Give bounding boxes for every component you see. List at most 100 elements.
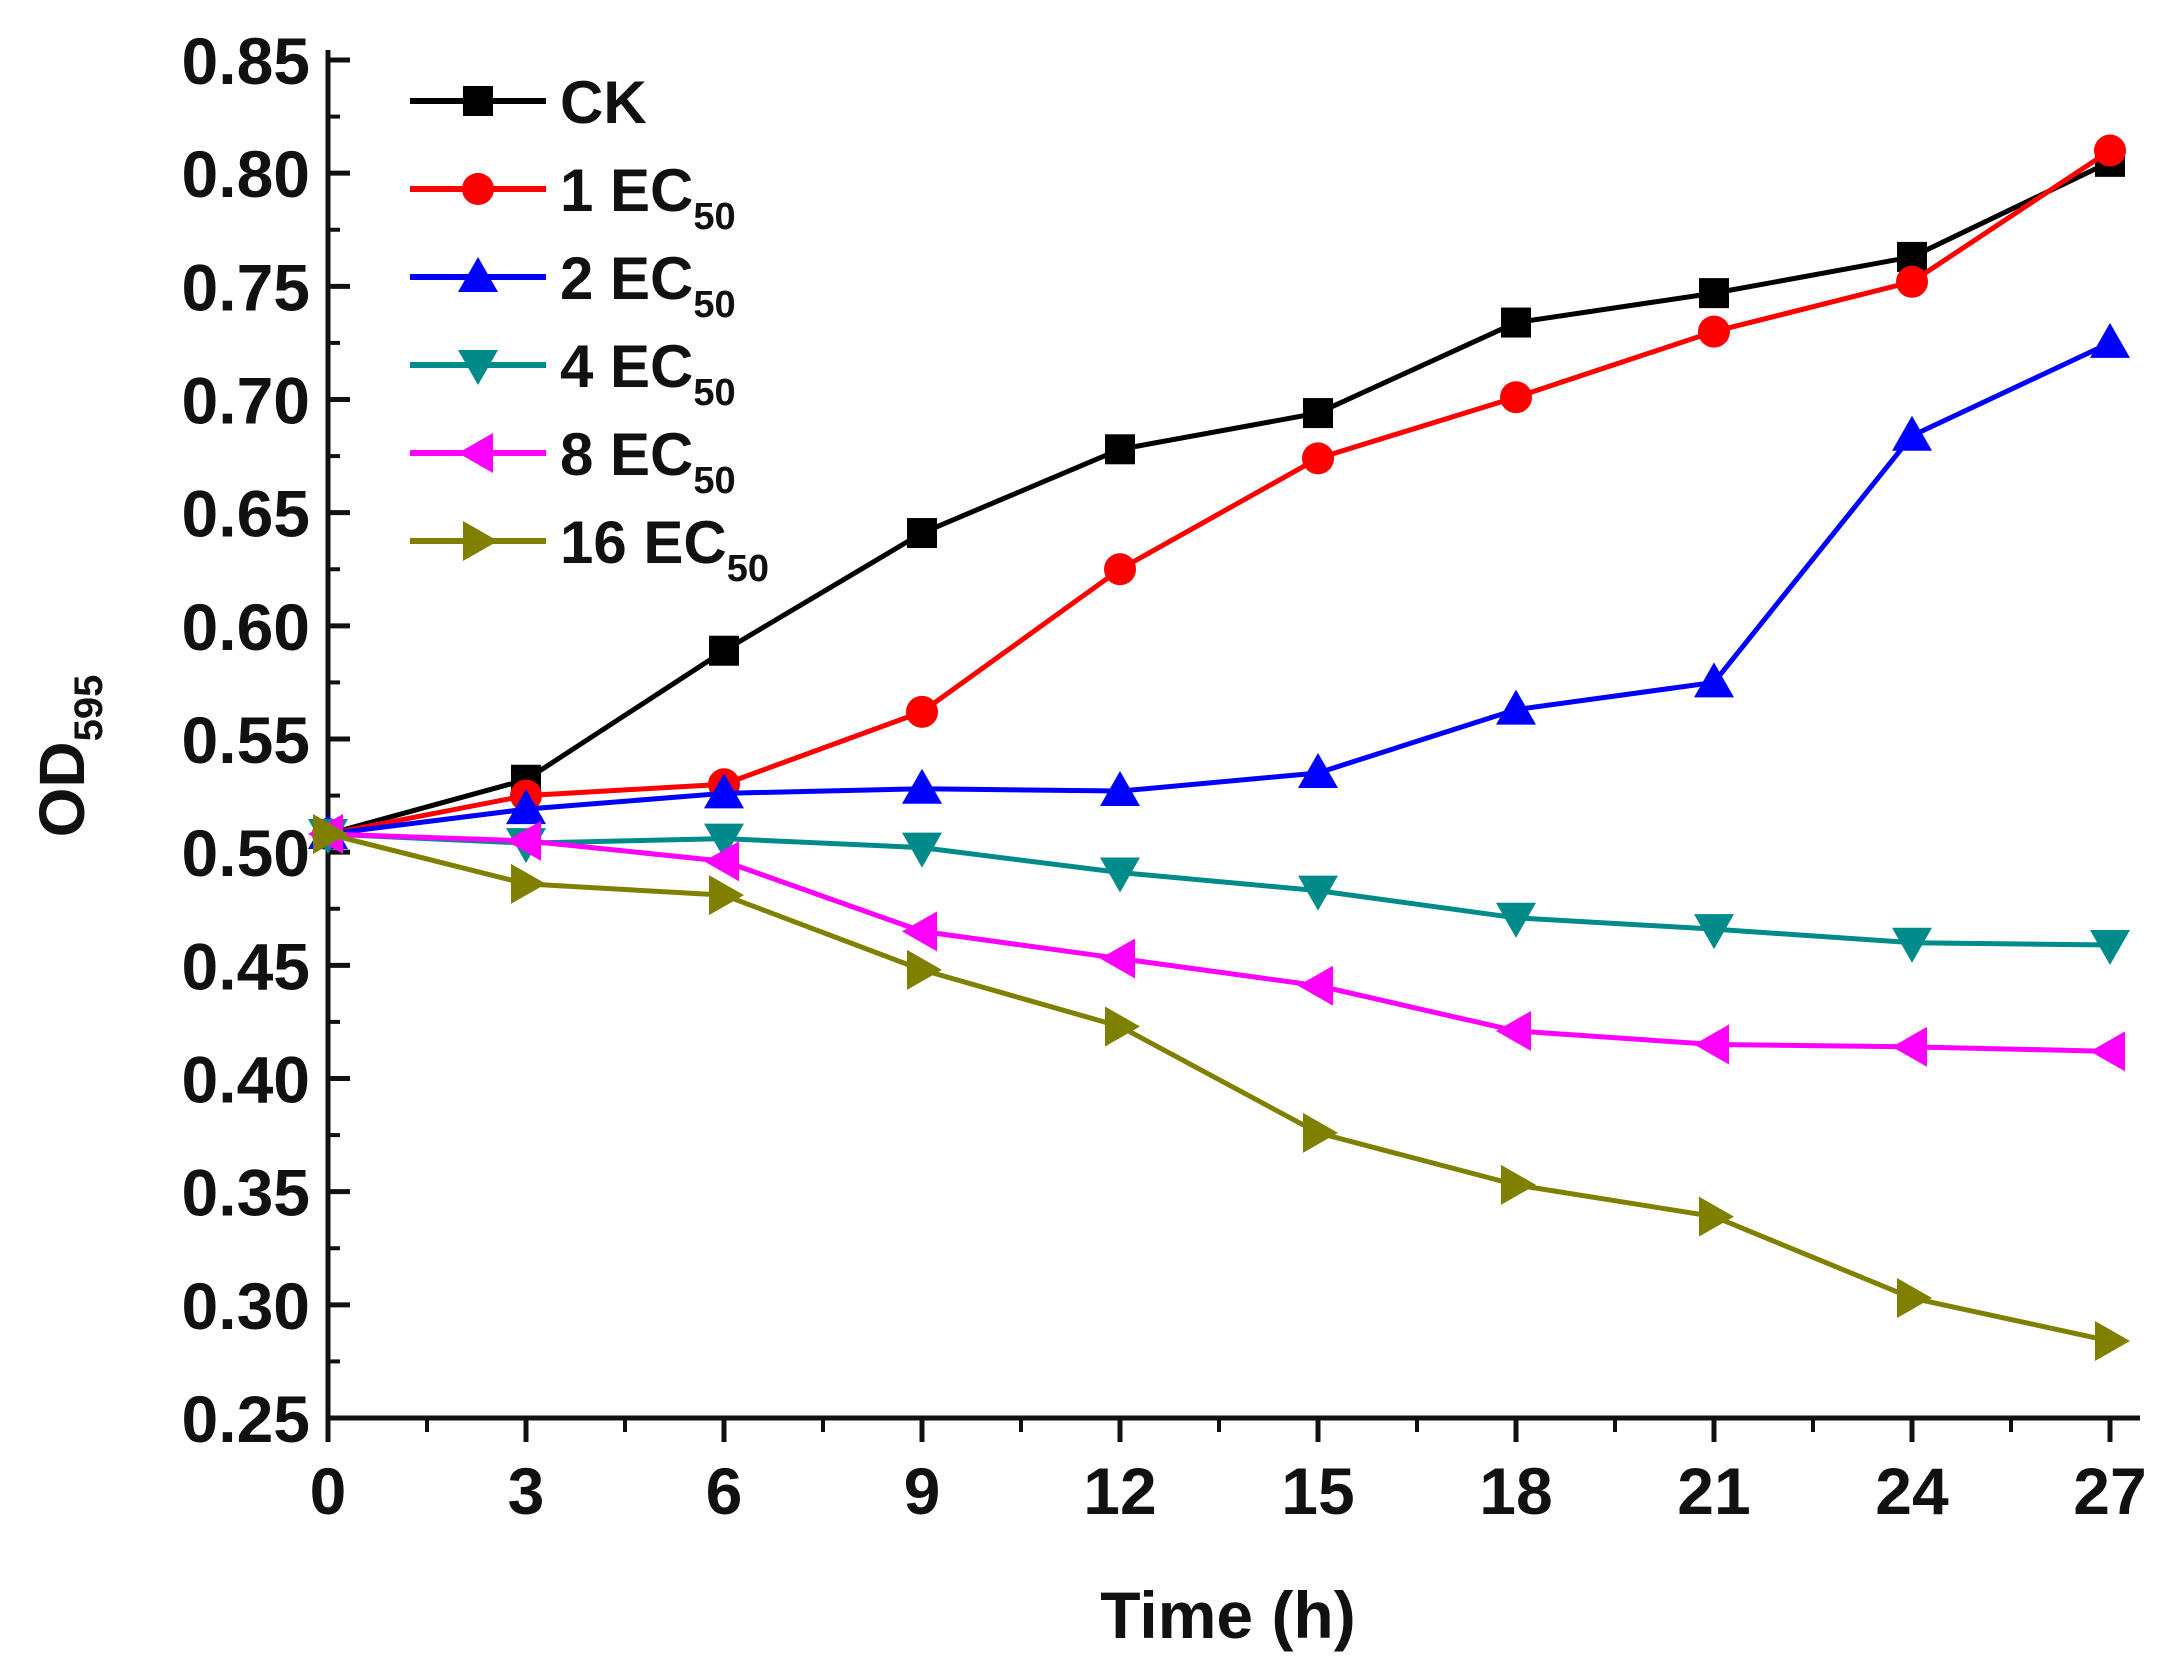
legend-label: 16 EC50: [560, 509, 769, 590]
data-point: [1501, 307, 1531, 338]
series-6: [313, 814, 2130, 1362]
series-line: [327, 159, 2112, 837]
y-tick-label: 0.50: [182, 816, 310, 890]
data-point: [1699, 1196, 1734, 1237]
series-2: [312, 134, 2126, 851]
data-point: [1298, 965, 1333, 1006]
legend-label-sub: 50: [693, 372, 735, 414]
data-point: [1303, 1112, 1338, 1153]
data-point: [2090, 1031, 2125, 1072]
data-point: [704, 773, 744, 809]
legend-item: 2 EC50: [410, 245, 736, 326]
data-point: [1892, 927, 1932, 963]
data-point: [1698, 315, 1730, 348]
y-axis-title-main: OD: [26, 741, 98, 837]
y-tick-label: 0.75: [182, 250, 310, 324]
data-point: [1105, 434, 1135, 465]
x-tick-label: 15: [1281, 1454, 1354, 1528]
legend-swatch-marker: [463, 86, 493, 116]
data-point: [709, 875, 744, 916]
data-point: [506, 789, 546, 825]
y-axis-title-sub: 595: [67, 675, 111, 742]
x-tick-label: 24: [1875, 1454, 1949, 1528]
data-point: [1694, 1024, 1729, 1065]
y-tick-label: 0.30: [182, 1269, 310, 1343]
legend-label: 8 EC50: [560, 421, 736, 502]
data-point: [1896, 265, 1928, 298]
series-line: [327, 340, 2112, 837]
series-group: [308, 134, 2130, 1362]
legend-label-main: 8 EC: [560, 421, 693, 488]
legend-item: CK: [410, 69, 647, 136]
data-point: [1496, 1010, 1531, 1051]
legend-label-main: 4 EC: [560, 333, 693, 400]
x-tick-label: 9: [904, 1454, 941, 1528]
data-point: [1897, 1278, 1932, 1319]
y-axis-title: OD595: [26, 675, 111, 838]
data-point: [1100, 857, 1140, 893]
data-point: [1501, 1164, 1536, 1205]
data-point: [1500, 381, 1532, 414]
data-point: [704, 841, 739, 882]
data-point: [1496, 689, 1536, 725]
data-point: [1105, 1006, 1140, 1047]
y-tick-label: 0.65: [182, 477, 310, 551]
y-tick-label: 0.80: [182, 137, 310, 211]
y-tick-label: 0.45: [182, 929, 310, 1003]
x-axis-title: Time (h): [1100, 1578, 1355, 1652]
legend-label: 1 EC50: [560, 157, 736, 238]
data-point: [1298, 875, 1338, 911]
data-point: [1892, 1026, 1927, 1067]
svg-text:OD595: OD595: [26, 675, 111, 838]
x-tick-label: 21: [1677, 1454, 1750, 1528]
legend-item: 1 EC50: [410, 157, 736, 238]
legend-label-sub: 50: [693, 284, 735, 326]
series-line: [327, 148, 2112, 837]
data-point: [506, 820, 541, 861]
series-line: [327, 831, 2111, 1344]
x-tick-label: 0: [310, 1454, 347, 1528]
series-5: [308, 814, 2125, 1072]
data-point: [709, 635, 739, 666]
y-tick-label: 0.35: [182, 1156, 310, 1230]
x-tick-label: 6: [706, 1454, 743, 1528]
y-tick-label: 0.25: [182, 1382, 310, 1456]
x-tick-label: 3: [508, 1454, 545, 1528]
legend-label-main: 16 EC: [560, 509, 727, 576]
legend-swatch-marker: [458, 433, 493, 473]
data-point: [1100, 938, 1135, 979]
data-point: [1694, 914, 1734, 950]
data-point: [2090, 322, 2130, 358]
legend-swatch-marker: [458, 257, 498, 292]
data-point: [902, 911, 937, 952]
data-point: [704, 823, 744, 859]
legend-label-sub: 50: [727, 548, 769, 590]
data-point: [313, 814, 348, 855]
legend-swatch-marker: [458, 350, 498, 385]
legend-label-main: 1 EC: [560, 157, 693, 224]
y-tick-label: 0.60: [182, 590, 310, 664]
y-tick-label: 0.55: [182, 703, 310, 777]
series-line: [327, 831, 2111, 1054]
data-point: [907, 949, 942, 990]
data-point: [1892, 415, 1932, 451]
data-point: [1694, 662, 1734, 698]
data-point: [1303, 398, 1333, 429]
legend-swatch-marker: [463, 521, 498, 561]
data-point: [1496, 902, 1536, 938]
x-tick-label: 12: [1083, 1454, 1156, 1528]
data-point: [902, 768, 942, 804]
legend-label-main: 2 EC: [560, 245, 693, 312]
data-point: [511, 863, 546, 904]
data-point: [2090, 929, 2130, 965]
data-point: [1302, 442, 1334, 475]
legend-swatch-marker: [462, 173, 494, 205]
y-tick-label: 0.70: [182, 364, 310, 438]
legend-label: 4 EC50: [560, 333, 736, 414]
data-point: [1298, 752, 1338, 788]
ticks: 0.25 0.30 0.35 0.40 0.45 0.50 0.55 0.60 0.65 0.70…: [182, 24, 2147, 1528]
y-tick-label: 0.85: [182, 24, 310, 98]
series-4: [308, 819, 2130, 965]
